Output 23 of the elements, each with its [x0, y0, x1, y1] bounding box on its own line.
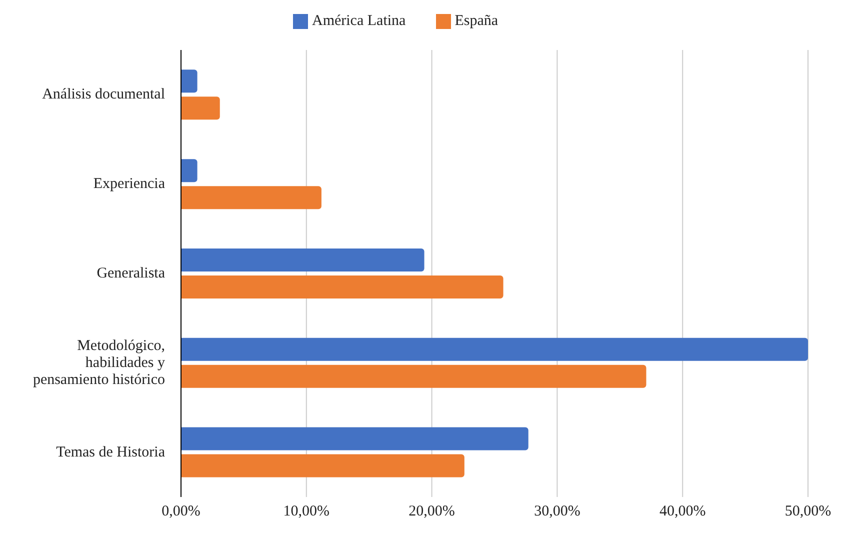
- x-tick-label: 40,00%: [659, 504, 706, 520]
- bar: [181, 96, 220, 120]
- x-tick-label: 50,00%: [784, 504, 832, 520]
- bar: [181, 454, 464, 478]
- bar: [181, 248, 424, 272]
- bar: [181, 275, 504, 298]
- bar: [181, 364, 646, 388]
- y-tick-label: Temas de Historia: [56, 444, 166, 460]
- y-tick-label: Experiencia: [93, 176, 166, 192]
- x-tick-label: 0,00%: [162, 504, 200, 520]
- bar: [181, 159, 198, 182]
- x-tick-label: 30,00%: [534, 504, 580, 520]
- y-tick-label: Generalista: [96, 266, 166, 282]
- y-tick-label: Metodológico, habilidades y pensamiento histórico: [32, 338, 166, 388]
- y-tick-label: Análisis documental: [42, 86, 165, 103]
- x-tick-label: 10,00%: [283, 504, 330, 520]
- legend-label: América Latina: [312, 13, 406, 29]
- bar: [181, 427, 528, 450]
- bar: [181, 186, 322, 210]
- bar: [181, 338, 808, 361]
- bar: [181, 70, 198, 93]
- x-tick-label: 20,00%: [408, 504, 455, 520]
- legend-label: España: [454, 13, 498, 29]
